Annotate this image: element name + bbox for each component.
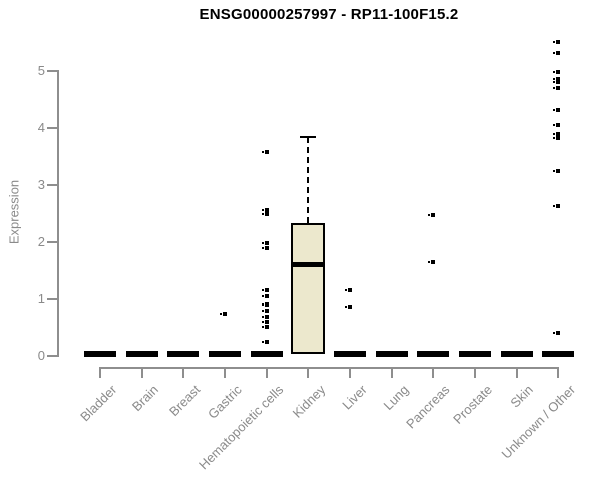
x-axis-tick [515,367,518,378]
x-axis-tick [140,367,143,378]
outlier-point [261,303,269,308]
outlier-point [553,136,561,141]
outlier-point [261,309,269,314]
outlier-point [344,304,352,309]
y-axis-tick [47,298,57,300]
outlier-point [261,240,269,245]
x-tick-label-liver: Liver [339,382,370,413]
outlier-point [219,311,227,316]
y-axis-tick [47,241,57,243]
outlier-point [261,319,269,324]
boxplot-whisker [307,136,310,224]
boxplot-box [291,223,326,355]
boxplot-zero-bar [84,351,116,357]
x-tick-label-skin: Skin [507,382,537,411]
outlier-point [261,288,269,293]
boxplot-zero-bar [250,351,283,357]
boxplot-zero-bar [542,351,575,357]
outlier-point [553,330,561,335]
outlier-point [261,314,269,319]
x-axis-line [99,367,560,369]
chart-title: ENSG00000257997 - RP11-100F15.2 [199,6,459,23]
x-tick-label-gastric: Gastric [204,382,245,422]
x-axis-tick [182,367,185,378]
outlier-point [553,169,561,174]
y-tick-label: 0 [37,348,45,363]
x-tick-label-pancreas: Pancreas [403,382,453,432]
x-axis-tick [348,367,351,378]
x-tick-label-bladder: Bladder [77,382,120,425]
outlier-point [553,51,561,56]
y-tick-label: 5 [37,63,45,78]
y-tick-label: 2 [37,234,45,249]
x-tick-label-kidney: Kidney [289,382,328,421]
outlier-point [553,86,561,91]
x-axis-tick [307,367,310,378]
outlier-point [553,70,561,75]
y-tick-label: 3 [37,177,45,192]
outlier-point [261,293,269,298]
x-tick-label-unknown-other: Unknown / Other [498,382,578,462]
outlier-point [553,79,561,84]
outlier-point [553,203,561,208]
outlier-point [261,212,269,217]
outlier-point [344,288,352,293]
boxplot-zero-bar [417,351,450,357]
outlier-point [553,132,561,137]
outlier-point [261,245,269,250]
x-axis-tick [265,367,268,378]
y-tick-label: 4 [37,120,45,135]
x-axis-tick [390,367,393,378]
x-axis-tick [223,367,226,378]
boxplot-zero-bar [500,351,533,357]
y-axis-tick [47,70,57,72]
outlier-point [553,122,561,127]
boxplot-zero-bar [125,351,158,357]
boxplot-zero-bar [333,351,366,357]
outlier-point [553,40,561,45]
boxplot-zero-bar [458,351,491,357]
boxplot-zero-bar [167,351,200,357]
outlier-point [428,259,436,264]
y-axis-line [57,70,59,357]
x-tick-label-breast: Breast [165,382,203,420]
x-tick-label-prostate: Prostate [449,382,495,427]
outlier-point [261,325,269,330]
x-axis-tick [432,367,435,378]
y-axis-tick [47,355,57,357]
x-axis-tick [99,367,101,378]
boxplot-zero-bar [375,351,408,357]
outlier-point [261,150,269,155]
y-tick-label: 1 [37,291,45,306]
outlier-point [553,77,561,82]
x-tick-label-brain: Brain [129,382,162,415]
boxplot-median [291,261,326,267]
y-axis-tick [47,184,57,186]
boxplot-zero-bar [208,351,241,357]
y-axis-tick [47,127,57,129]
outlier-point [261,340,269,345]
x-axis-tick [557,367,560,378]
boxplot-whisker-cap [300,135,317,138]
x-axis-tick [473,367,476,378]
outlier-point [261,207,269,212]
outlier-point [553,107,561,112]
x-tick-label-lung: Lung [380,382,412,414]
outlier-point [428,212,436,217]
